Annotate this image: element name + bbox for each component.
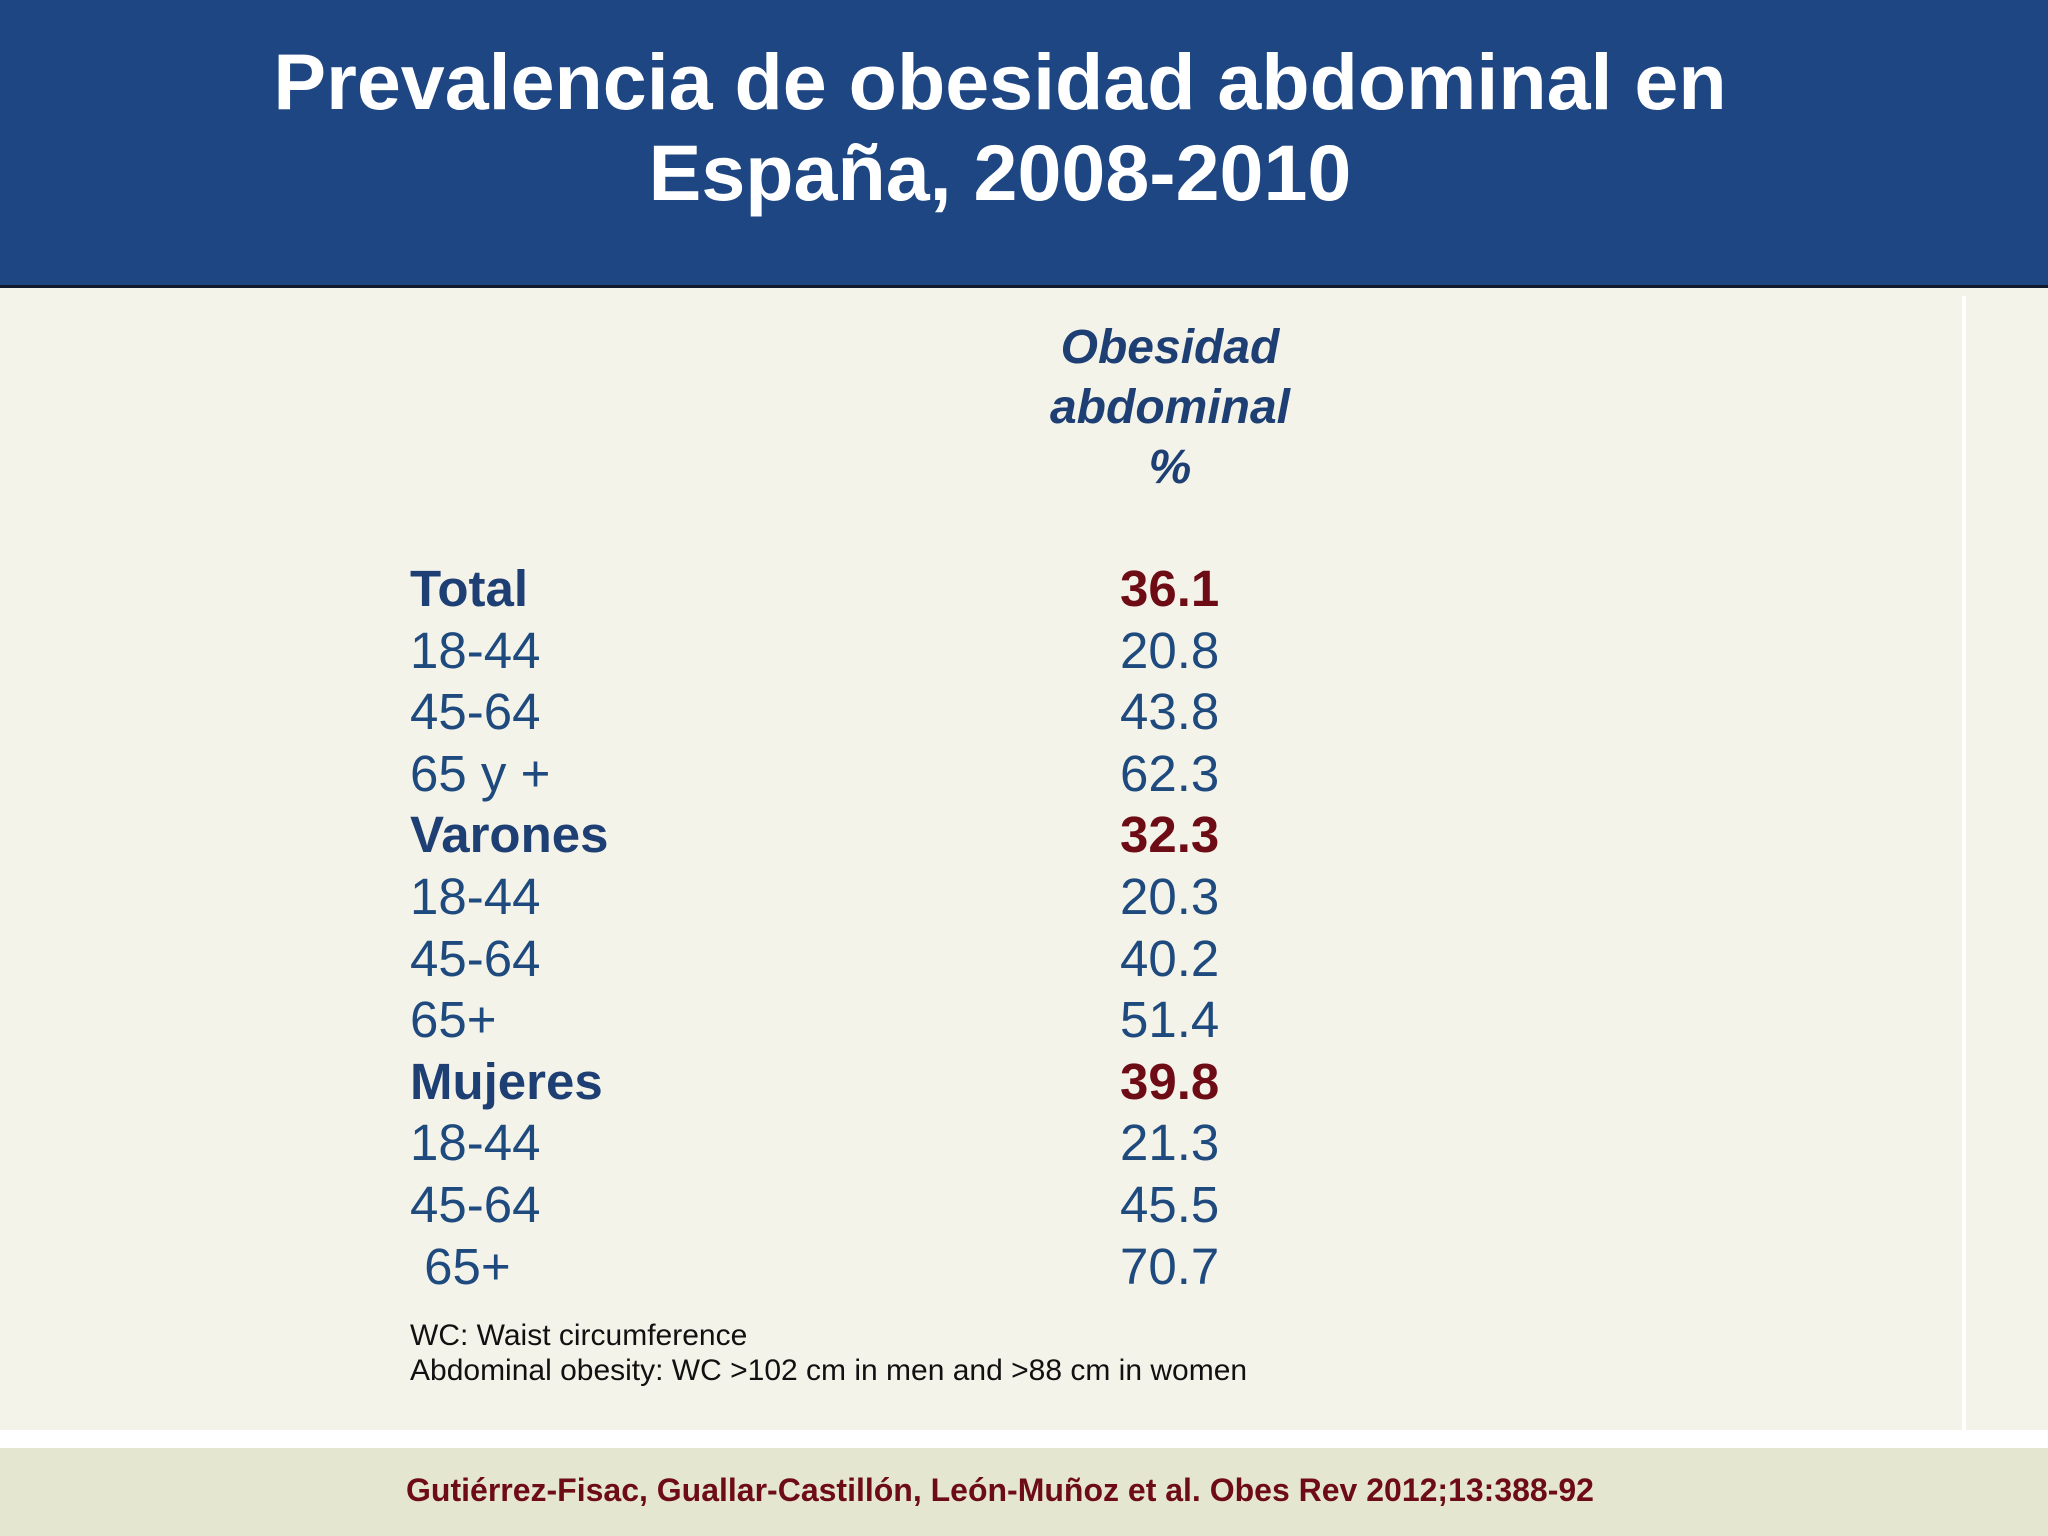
column-header-abdominal-obesity: Obesidad abdominal % — [1000, 318, 1340, 498]
table-row: 65+ 70.7 — [410, 1236, 1310, 1298]
row-label: 45-64 — [410, 929, 541, 987]
table-row: 45-64 45.5 — [410, 1174, 1310, 1236]
row-value: 39.8 — [1120, 1052, 1220, 1110]
prevalence-table: Total 36.1 18-44 20.8 45-64 43.8 65 y + … — [410, 558, 1310, 1297]
citation: Gutiérrez-Fisac, Guallar-Castillón, León… — [406, 1472, 1594, 1508]
table-row-varones: Varones 32.3 — [410, 804, 1310, 866]
row-value: 36.1 — [1120, 560, 1220, 617]
row-value: 62.3 — [1120, 744, 1220, 802]
table-row: 65+ 51.4 — [410, 989, 1310, 1051]
row-label: Varones — [410, 806, 609, 864]
table-row: 45-64 43.8 — [410, 681, 1310, 743]
column-header-line-3: % — [1148, 441, 1192, 494]
row-label: 65 y + — [410, 744, 551, 802]
table-row: 65 y + 62.3 — [410, 743, 1310, 805]
row-value: 40.2 — [1120, 929, 1220, 987]
row-label: 65+ — [410, 1237, 511, 1295]
row-label: 18-44 — [410, 867, 541, 925]
title-bar: Prevalencia de obesidad abdominal en Esp… — [0, 0, 2048, 288]
slide-title: Prevalencia de obesidad abdominal en Esp… — [0, 36, 2000, 218]
row-label: 45-64 — [410, 683, 541, 741]
column-header-line-2: abdominal — [1049, 381, 1291, 434]
row-label: 65+ — [410, 991, 497, 1049]
row-label: 18-44 — [410, 1114, 541, 1172]
table-row: 45-64 40.2 — [410, 928, 1310, 990]
footnote-abdominal-obesity: Abdominal obesity: WC >102 cm in men and… — [410, 1354, 1248, 1387]
table-row: 18-44 21.3 — [410, 1112, 1310, 1174]
footnote-wc: WC: Waist circumference — [410, 1319, 748, 1352]
row-value: 51.4 — [1120, 991, 1220, 1049]
row-value: 70.7 — [1120, 1237, 1220, 1295]
table-row: 18-44 20.8 — [410, 620, 1310, 682]
row-value: 21.3 — [1120, 1114, 1220, 1172]
row-label: 45-64 — [410, 1175, 541, 1233]
row-label: Mujeres — [410, 1052, 603, 1110]
row-value: 45.5 — [1120, 1175, 1220, 1233]
right-margin-strip — [1970, 296, 2048, 1430]
row-value: 32.3 — [1120, 806, 1220, 864]
table-row: 18-44 20.3 — [410, 866, 1310, 928]
footnotes: WC: Waist circumference Abdominal obesit… — [410, 1318, 1247, 1388]
row-value: 20.3 — [1120, 867, 1220, 925]
row-label: Total — [410, 560, 529, 617]
column-header-line-1: Obesidad — [1060, 321, 1280, 374]
table-row-total: Total 36.1 — [410, 558, 1310, 620]
footer-bar — [0, 1448, 2048, 1536]
slide-title-line-2: España, 2008-2010 — [648, 128, 1352, 217]
table-row-mujeres: Mujeres 39.8 — [410, 1051, 1310, 1113]
slide-title-line-1: Prevalencia de obesidad abdominal en — [273, 37, 1727, 126]
content-panel — [0, 296, 1966, 1430]
row-label: 18-44 — [410, 621, 541, 679]
row-value: 20.8 — [1120, 621, 1220, 679]
footer-separator — [0, 1430, 2048, 1448]
row-value: 43.8 — [1120, 683, 1220, 741]
